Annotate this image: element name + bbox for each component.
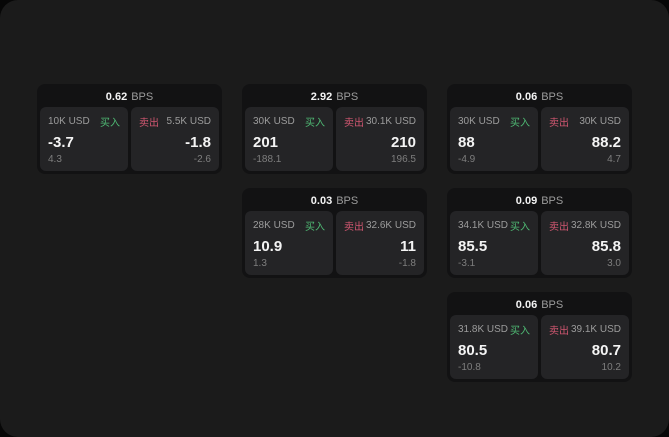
sell-side-label: 卖出 bbox=[549, 222, 569, 233]
sell-sub-value: -2.6 bbox=[193, 154, 211, 165]
buy-panel[interactable]: 31.8K USD 买入 80.5 -10.8 bbox=[450, 315, 538, 379]
sell-sub-value: -1.8 bbox=[398, 258, 416, 269]
buy-size: 30K USD bbox=[458, 116, 500, 127]
buy-sub-value: -4.9 bbox=[458, 154, 476, 165]
sell-size: 32.6K USD bbox=[365, 220, 416, 231]
sell-size: 39.1K USD bbox=[570, 324, 621, 335]
bps-unit-label: BPS bbox=[541, 299, 564, 311]
quote-card-4: 0.03 BPS 28K USD 买入 10.9 1.3 卖出 32.6K US… bbox=[242, 188, 427, 278]
buy-side-label: 买入 bbox=[510, 326, 530, 337]
sell-price: 11 bbox=[400, 237, 416, 255]
buy-price: 88 bbox=[458, 133, 475, 151]
quote-card-6: 0.06 BPS 31.8K USD 买入 80.5 -10.8 卖出 39.1… bbox=[447, 292, 632, 382]
card-header: 0.06 BPS bbox=[450, 87, 629, 107]
sell-size: 5.5K USD bbox=[166, 116, 211, 127]
buy-side-label: 买入 bbox=[305, 118, 325, 129]
buy-price: 80.5 bbox=[458, 341, 488, 359]
quote-card-2: 2.92 BPS 30K USD 买入 201 -188.1 卖出 30.1K … bbox=[242, 84, 427, 174]
sell-size: 32.8K USD bbox=[570, 220, 621, 231]
buy-sub-value: 1.3 bbox=[253, 258, 267, 269]
card-header: 2.92 BPS bbox=[245, 87, 424, 107]
bps-value: 2.92 bbox=[310, 91, 333, 103]
buy-panel[interactable]: 30K USD 买入 88 -4.9 bbox=[450, 107, 538, 171]
buy-sub-value: -10.8 bbox=[458, 362, 481, 373]
quote-card-5: 0.09 BPS 34.1K USD 买入 85.5 -3.1 卖出 32.8K… bbox=[447, 188, 632, 278]
sell-price: 210 bbox=[390, 133, 416, 151]
card-header: 0.03 BPS bbox=[245, 191, 424, 211]
sell-price: -1.8 bbox=[185, 133, 211, 151]
buy-price: -3.7 bbox=[48, 133, 74, 151]
buy-price: 10.9 bbox=[253, 237, 283, 255]
sell-size: 30.1K USD bbox=[365, 116, 416, 127]
sell-price: 85.8 bbox=[591, 237, 621, 255]
sell-sub-value: 10.2 bbox=[601, 362, 621, 373]
buy-side-label: 买入 bbox=[510, 118, 530, 129]
card-header: 0.62 BPS bbox=[40, 87, 219, 107]
bps-unit-label: BPS bbox=[336, 91, 359, 103]
buy-side-label: 买入 bbox=[100, 118, 120, 129]
sell-sub-value: 4.7 bbox=[607, 154, 621, 165]
sell-sub-value: 196.5 bbox=[390, 154, 416, 165]
buy-panel[interactable]: 28K USD 买入 10.9 1.3 bbox=[245, 211, 333, 275]
card-header: 0.06 BPS bbox=[450, 295, 629, 315]
bps-unit-label: BPS bbox=[336, 195, 359, 207]
sell-side-label: 卖出 bbox=[549, 118, 569, 129]
buy-side-label: 买入 bbox=[305, 222, 325, 233]
buy-side-label: 买入 bbox=[510, 222, 530, 233]
bps-unit-label: BPS bbox=[131, 91, 154, 103]
quote-grid: 0.62 BPS 10K USD 买入 -3.7 4.3 卖出 5.5K USD bbox=[37, 84, 632, 382]
sell-price: 80.7 bbox=[591, 341, 621, 359]
sell-panel[interactable]: 卖出 32.6K USD 11 -1.8 bbox=[336, 211, 424, 275]
sell-panel[interactable]: 卖出 30K USD 88.2 4.7 bbox=[541, 107, 629, 171]
buy-size: 30K USD bbox=[253, 116, 295, 127]
buy-size: 31.8K USD bbox=[458, 324, 509, 335]
buy-size: 28K USD bbox=[253, 220, 295, 231]
sell-panel[interactable]: 卖出 32.8K USD 85.8 3.0 bbox=[541, 211, 629, 275]
quote-card-3: 0.06 BPS 30K USD 买入 88 -4.9 卖出 30K USD bbox=[447, 84, 632, 174]
sell-side-label: 卖出 bbox=[344, 222, 364, 233]
quote-card-1: 0.62 BPS 10K USD 买入 -3.7 4.3 卖出 5.5K USD bbox=[37, 84, 222, 174]
bps-unit-label: BPS bbox=[541, 195, 564, 207]
bps-value: 0.62 bbox=[105, 91, 128, 103]
buy-panel[interactable]: 10K USD 买入 -3.7 4.3 bbox=[40, 107, 128, 171]
buy-size: 10K USD bbox=[48, 116, 90, 127]
sell-size: 30K USD bbox=[579, 116, 621, 127]
sell-sub-value: 3.0 bbox=[607, 258, 621, 269]
buy-price: 201 bbox=[253, 133, 279, 151]
buy-sub-value: -188.1 bbox=[253, 154, 282, 165]
sell-side-label: 卖出 bbox=[139, 118, 159, 129]
bps-value: 0.06 bbox=[515, 299, 538, 311]
bps-value: 0.03 bbox=[310, 195, 333, 207]
sell-side-label: 卖出 bbox=[549, 326, 569, 337]
bps-value: 0.06 bbox=[515, 91, 538, 103]
buy-sub-value: 4.3 bbox=[48, 154, 62, 165]
bps-unit-label: BPS bbox=[541, 91, 564, 103]
bps-value: 0.09 bbox=[515, 195, 538, 207]
buy-panel[interactable]: 30K USD 买入 201 -188.1 bbox=[245, 107, 333, 171]
card-header: 0.09 BPS bbox=[450, 191, 629, 211]
buy-panel[interactable]: 34.1K USD 买入 85.5 -3.1 bbox=[450, 211, 538, 275]
sell-price: 88.2 bbox=[591, 133, 621, 151]
sell-side-label: 卖出 bbox=[344, 118, 364, 129]
sell-panel[interactable]: 卖出 5.5K USD -1.8 -2.6 bbox=[131, 107, 219, 171]
buy-size: 34.1K USD bbox=[458, 220, 509, 231]
buy-sub-value: -3.1 bbox=[458, 258, 476, 269]
sell-panel[interactable]: 卖出 39.1K USD 80.7 10.2 bbox=[541, 315, 629, 379]
buy-price: 85.5 bbox=[458, 237, 488, 255]
sell-panel[interactable]: 卖出 30.1K USD 210 196.5 bbox=[336, 107, 424, 171]
